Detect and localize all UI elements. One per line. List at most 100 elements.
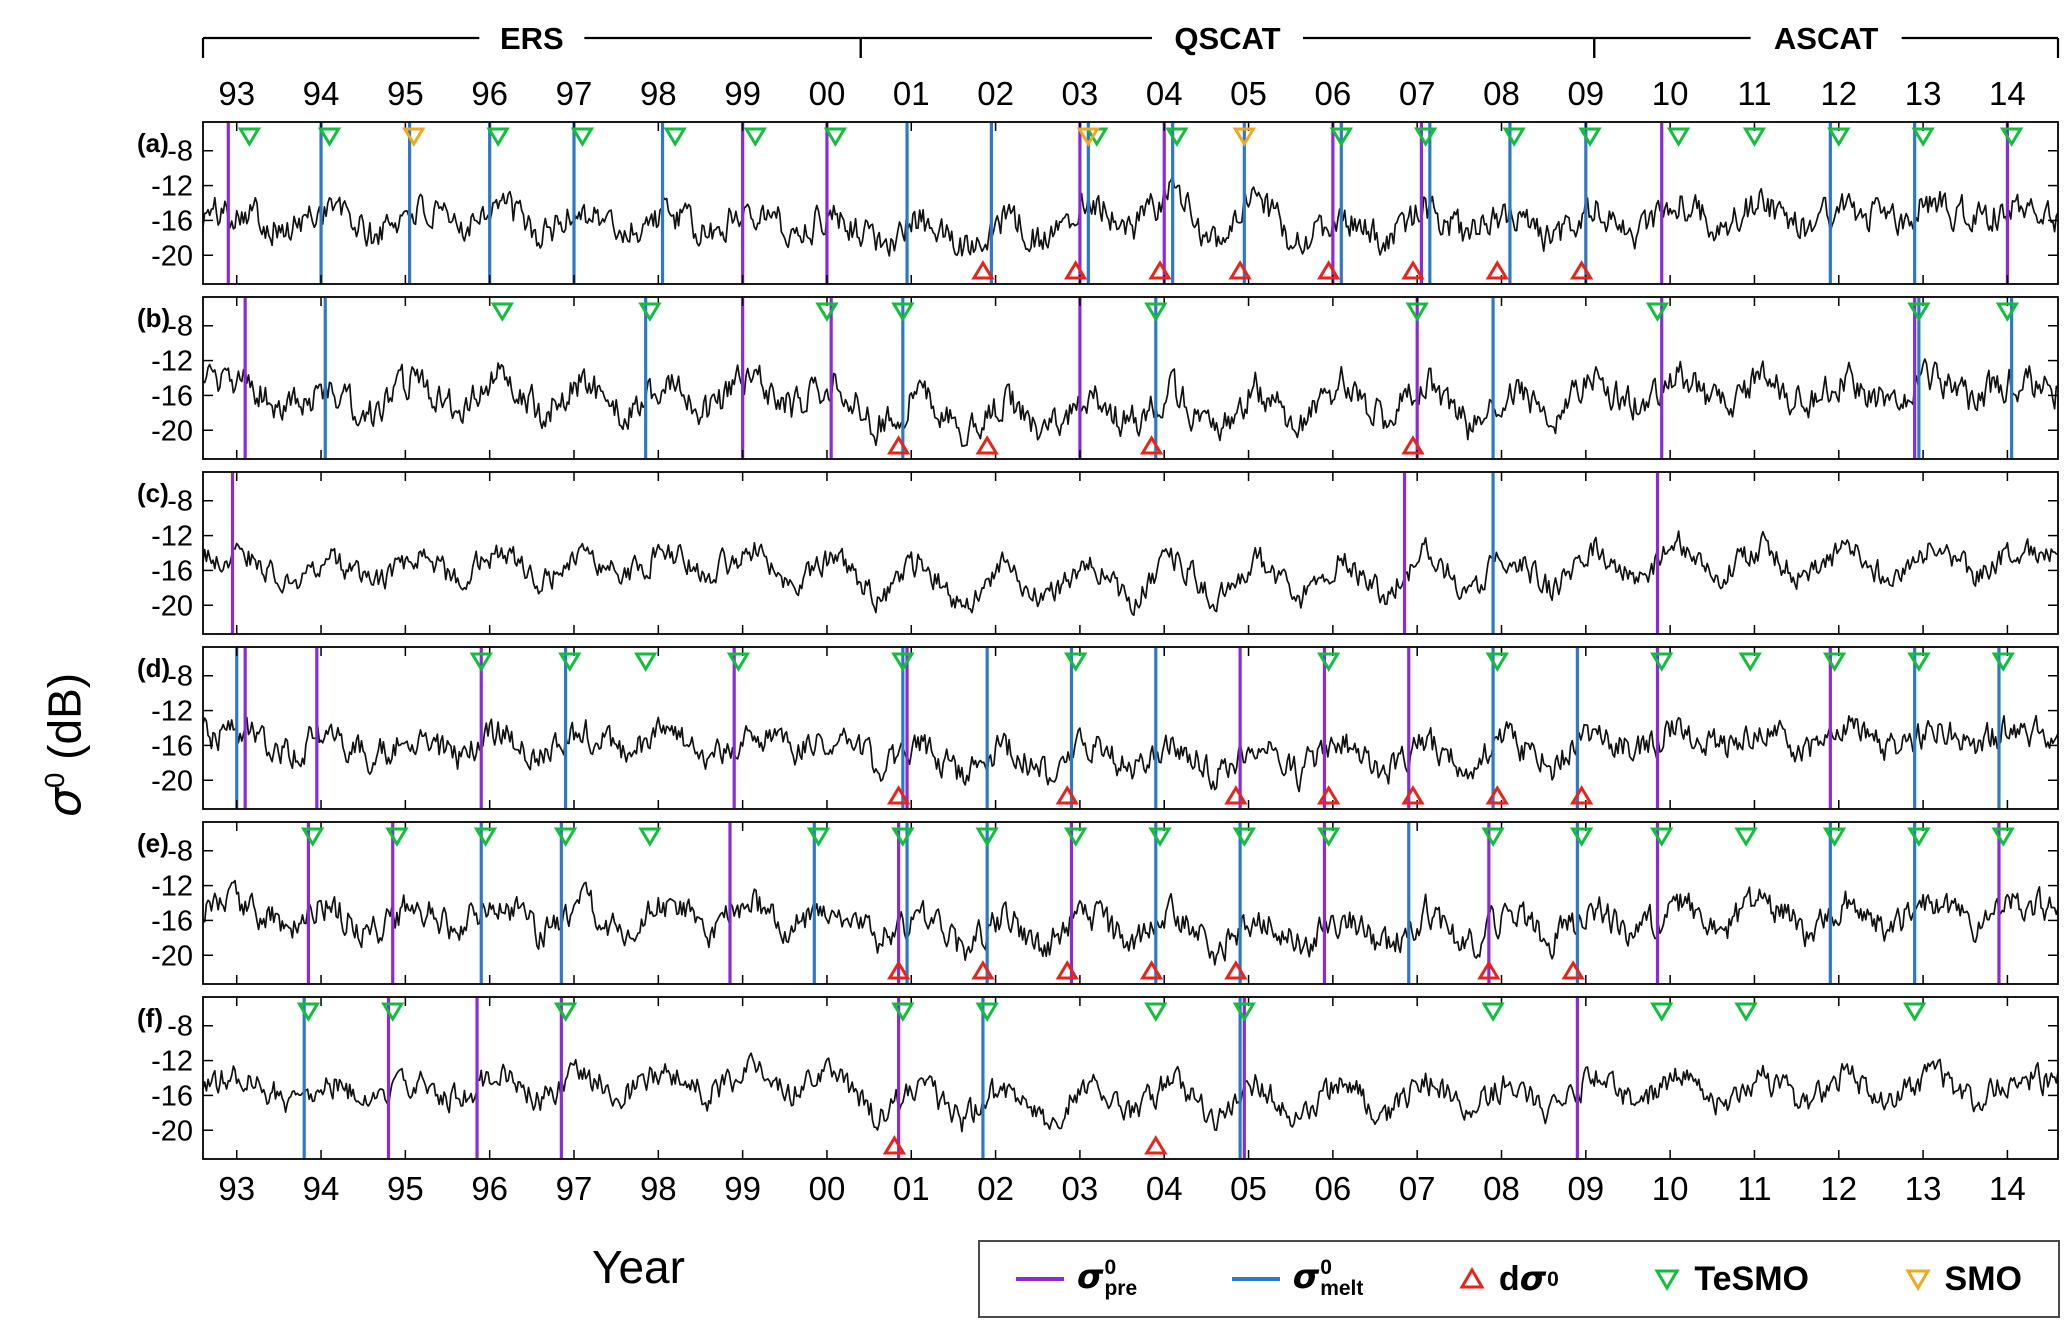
tesmo-marker: [975, 827, 999, 847]
year-tick-label-top: 04: [1146, 75, 1183, 112]
y-tick-label: -12: [151, 871, 193, 903]
year-tick-label-top: 13: [1905, 75, 1942, 112]
year-tick-label-bottom: 02: [977, 1170, 1014, 1207]
panel-frame: [202, 296, 2059, 460]
dsigma-marker: [971, 960, 995, 980]
dsigma-marker: [1569, 260, 1594, 280]
y-tick-label: -20: [151, 1115, 193, 1147]
dsigma-marker: [1317, 260, 1341, 280]
panel-d: -8-12-16-20 (d): [137, 646, 2059, 810]
year-tick-label-bottom: 00: [809, 1170, 846, 1207]
y-tick-label: -12: [151, 696, 193, 728]
dsigma-marker: [1485, 785, 1509, 805]
year-tick-label-top: 02: [977, 75, 1014, 112]
year-tick-label-top: 09: [1567, 75, 1604, 112]
y-tick-label: -20: [151, 590, 193, 622]
year-tick-label-bottom: 07: [1399, 1170, 1436, 1207]
backscatter-trace: [203, 714, 2058, 793]
tesmo-marker: [473, 827, 498, 847]
year-tick-label-top: 08: [1483, 75, 1520, 112]
tesmo-marker: [486, 127, 510, 147]
year-tick-label-bottom: 06: [1315, 1170, 1352, 1207]
y-tick-label: -8: [167, 486, 193, 518]
y-tick-label: -8: [167, 311, 193, 343]
panel-frame: [202, 646, 2059, 810]
smo-marker: [1232, 127, 1256, 147]
legend-line-swatch: [1016, 1276, 1064, 1282]
backscatter-trace: [203, 1052, 2058, 1133]
panel-a: -8-12-16-20 (a): [137, 121, 2059, 285]
tesmo-marker: [1317, 827, 1341, 847]
y-tick-label: -20: [151, 765, 193, 797]
down-triangle-icon: [1654, 1269, 1681, 1291]
tesmo-marker: [1405, 302, 1429, 322]
y-tick-label: -8: [167, 661, 193, 693]
tesmo-marker: [1329, 127, 1353, 147]
tesmo-marker: [553, 1002, 578, 1022]
tesmo-marker: [1144, 302, 1168, 322]
year-tick-label-top: 98: [640, 75, 677, 112]
tesmo-marker: [385, 827, 409, 847]
y-tick-label: -20: [151, 415, 193, 447]
tesmo-marker: [553, 827, 578, 847]
year-tick-label-bottom: 13: [1905, 1170, 1942, 1207]
year-tick-label-top: 12: [1820, 75, 1857, 112]
year-tick-label-top: 97: [556, 75, 593, 112]
panel-frame: [202, 821, 2059, 985]
y-tick-label: -8: [167, 136, 193, 168]
year-tick-label-top: 95: [387, 75, 424, 112]
panel-frame: [202, 471, 2059, 635]
year-tick-label-top: 99: [724, 75, 761, 112]
y-tick-label: -16: [151, 730, 193, 762]
dsigma-marker: [1139, 435, 1164, 455]
year-tick-label-bottom: 93: [218, 1170, 255, 1207]
x-axis-label: Year: [592, 1241, 685, 1293]
tesmo-marker: [300, 827, 325, 847]
tesmo-marker: [381, 1002, 405, 1022]
tesmo-marker: [1907, 827, 1931, 847]
y-tick-label: -8: [167, 1011, 193, 1043]
y-tick-label: -16: [151, 555, 193, 587]
y-tick-label: -20: [151, 940, 193, 972]
legend: σ 0 pre σ 0 melt dσ 0 TeSMO SMO: [978, 1240, 2060, 1318]
legend-entry-smo: SMO: [1904, 1260, 2022, 1299]
tesmo-marker: [469, 652, 493, 672]
legend-label: SMO: [1944, 1259, 2022, 1298]
tesmo-marker: [1991, 827, 2015, 847]
tesmo-marker: [726, 652, 751, 672]
panel-e: -8-12-16-20 (e): [137, 821, 2059, 985]
chart-root: ERS QSCAT ASCAT939394949595969697979898999…: [137, 21, 2060, 1207]
panel-letter: (e): [137, 828, 169, 858]
year-tick-label-bottom: 14: [1989, 1170, 2026, 1207]
panel-frame: [202, 996, 2059, 1160]
dsigma-marker: [1224, 960, 1248, 980]
backscatter-trace: [203, 879, 2058, 966]
year-tick-label-bottom: 96: [471, 1170, 508, 1207]
tesmo-marker: [891, 302, 915, 322]
year-tick-label-bottom: 95: [387, 1170, 424, 1207]
tesmo-marker: [1742, 127, 1767, 147]
year-tick-label-top: 96: [471, 75, 508, 112]
era-label-ers: ERS: [500, 21, 564, 56]
tesmo-marker: [815, 302, 839, 322]
panel-letter: (a): [137, 128, 169, 158]
year-tick-label-bottom: 03: [1062, 1170, 1099, 1207]
year-tick-label-bottom: 94: [303, 1170, 340, 1207]
dsigma-marker: [1148, 260, 1172, 280]
year-tick-label-bottom: 04: [1146, 1170, 1183, 1207]
y-axis-label: σ0 (dB): [27, 595, 91, 895]
year-tick-label-bottom: 98: [640, 1170, 677, 1207]
dsigma-marker: [1485, 260, 1509, 280]
tesmo-marker: [638, 302, 662, 322]
backscatter-trace: [203, 358, 2058, 447]
tesmo-marker: [490, 302, 514, 322]
dsigma-marker: [975, 435, 999, 455]
y-tick-label: -16: [151, 205, 193, 237]
year-tick-label-top: 03: [1062, 75, 1099, 112]
year-tick-label-top: 14: [1989, 75, 2026, 112]
tesmo-marker: [1481, 827, 1505, 847]
y-tick-label: -16: [151, 905, 193, 937]
up-triangle-icon: [1459, 1267, 1485, 1289]
